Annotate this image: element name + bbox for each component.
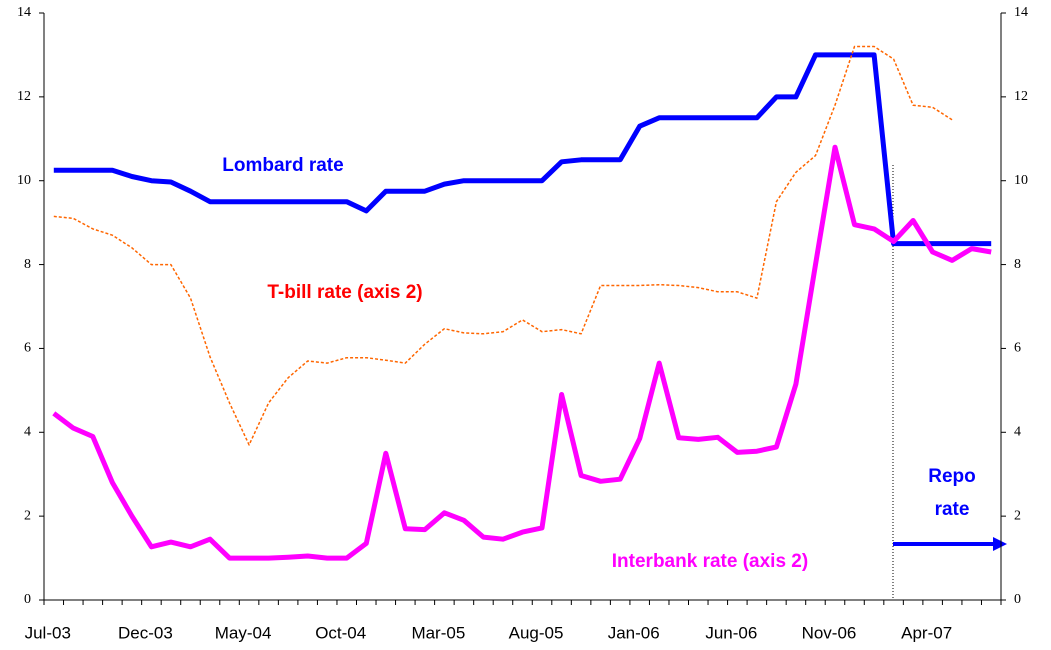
y-tick-label: 10 (17, 173, 31, 188)
x-tick-label: Mar-05 (411, 623, 465, 642)
y2-tick-label: 4 (1014, 425, 1021, 440)
x-tick-label: Aug-05 (509, 623, 564, 642)
y-tick-label: 0 (24, 592, 31, 607)
y2-tick-label: 14 (1014, 5, 1028, 20)
y2-tick-label: 0 (1014, 592, 1021, 607)
y-tick-label: 12 (17, 89, 31, 104)
repo-arrow-head (993, 537, 1007, 551)
series-label: Lombard rate (222, 155, 343, 176)
x-tick-label: Jul-03 (25, 623, 71, 642)
x-tick-label: Jan-06 (608, 623, 660, 642)
x-tick-label: Oct-04 (315, 623, 366, 642)
x-tick-label: Dec-03 (118, 623, 173, 642)
y-tick-label: 4 (24, 425, 31, 440)
x-tick-label: Apr-07 (901, 623, 952, 642)
y2-tick-label: 10 (1014, 173, 1028, 188)
series-line (53, 52, 992, 247)
series-line (52, 144, 992, 561)
y2-tick-label: 2 (1014, 508, 1021, 523)
y-tick-label: 14 (17, 5, 31, 20)
y2-tick-label: 12 (1014, 89, 1028, 104)
y2-tick-label: 6 (1014, 341, 1021, 356)
x-tick-label: Jun-06 (705, 623, 757, 642)
series-line (53, 45, 953, 446)
x-tick-label: Nov-06 (802, 623, 857, 642)
series-label: T-bill rate (axis 2) (267, 282, 422, 303)
x-tick-label: May-04 (215, 623, 272, 642)
y-tick-label: 8 (24, 257, 31, 272)
repo-annotation: Repo rate (928, 466, 976, 520)
series-label: Interbank rate (axis 2) (612, 551, 808, 572)
y-tick-label: 6 (24, 341, 31, 356)
y-tick-label: 2 (24, 508, 31, 523)
y2-tick-label: 8 (1014, 257, 1021, 272)
